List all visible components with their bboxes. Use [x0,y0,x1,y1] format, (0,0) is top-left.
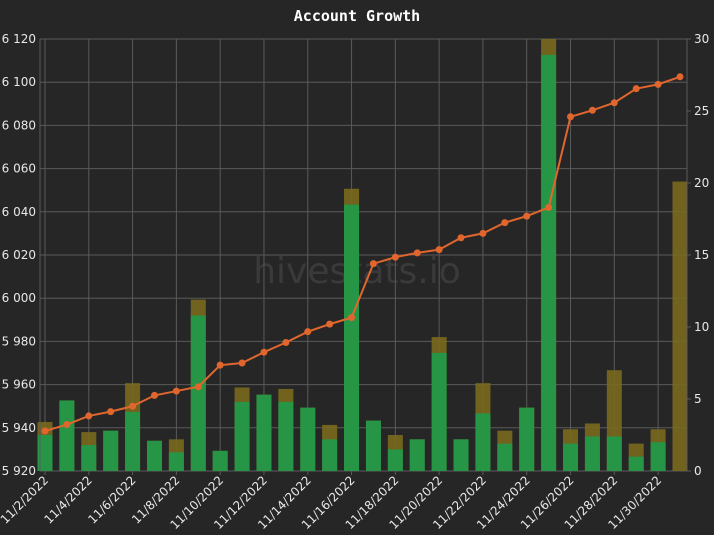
growth-point [567,113,575,121]
chart-title: Account Growth [294,7,420,25]
bar-total [672,181,688,471]
bar-value [628,456,644,471]
y-left-tick-label: 5 960 [2,378,36,392]
growth-point [194,383,202,391]
growth-point [282,338,290,346]
growth-point [369,260,377,268]
growth-point [457,234,465,242]
y-left-tick-label: 6 020 [2,248,36,262]
line-series [41,73,684,435]
y-left-tick-label: 6 080 [2,118,36,132]
bar-value [431,352,447,471]
bar-value [300,407,316,471]
bar-value [409,439,425,471]
y-right-tick-label: 10 [694,320,709,334]
y-right-tick-label: 20 [694,176,709,190]
y-right-tick-label: 5 [694,392,702,406]
growth-point [676,73,684,81]
y-right-tick-label: 25 [694,104,709,118]
growth-point [523,212,531,220]
growth-point [435,246,443,254]
bar-value [387,449,403,471]
growth-point [413,249,421,257]
grid [40,38,687,475]
bar-value [650,442,666,471]
growth-point [326,320,334,328]
growth-point [216,361,224,369]
bar-value [519,407,535,471]
growth-point [63,421,71,429]
y-right-tick-label: 30 [694,32,709,46]
growth-line [44,75,681,432]
growth-point [238,359,246,367]
bar-value [190,315,206,471]
growth-point [391,253,399,261]
y-left-tick-label: 5 920 [2,464,36,478]
growth-point [632,85,640,93]
y-left-tick-label: 5 980 [2,334,36,348]
bar-value [365,420,381,471]
bar-value [103,430,119,471]
bar-value [344,204,360,471]
bar-value [453,439,469,471]
growth-point [172,387,180,395]
growth-point [85,412,93,420]
bar-value [81,445,97,471]
y-left-tick-label: 6 120 [2,32,36,46]
bar-value [125,411,141,471]
y-left-tick-label: 5 940 [2,421,36,435]
bar-value [278,401,294,471]
y-left-tick-label: 6 040 [2,205,36,219]
bar-value [37,435,53,471]
growth-point [545,203,553,211]
y-left-tick-label: 6 000 [2,291,36,305]
growth-point [654,80,662,88]
bar-value [475,413,491,471]
growth-point [304,328,312,336]
bar-value [212,450,228,471]
bar-value [234,401,250,471]
growth-point [348,314,356,322]
growth-point [479,229,487,237]
growth-point [107,408,115,416]
bar-value [606,436,622,471]
y-left-tick-label: 6 100 [2,75,36,89]
bar-value [497,443,513,471]
bar-value [563,443,579,471]
y-right-tick-label: 15 [694,248,709,262]
growth-point [129,402,137,410]
bar-value [59,400,75,471]
growth-point [41,427,49,435]
bar-value [256,394,272,471]
bar-value [541,54,557,472]
y-right-tick-label: 0 [694,464,702,478]
growth-point [260,348,268,356]
y-left-tick-label: 6 060 [2,162,36,176]
growth-point [610,99,618,107]
bar-value [322,439,338,471]
growth-point [501,219,509,227]
bar-value [584,436,600,471]
bar-value [146,440,162,471]
growth-point [588,106,596,114]
growth-point [150,391,158,399]
bar-value [168,452,184,471]
